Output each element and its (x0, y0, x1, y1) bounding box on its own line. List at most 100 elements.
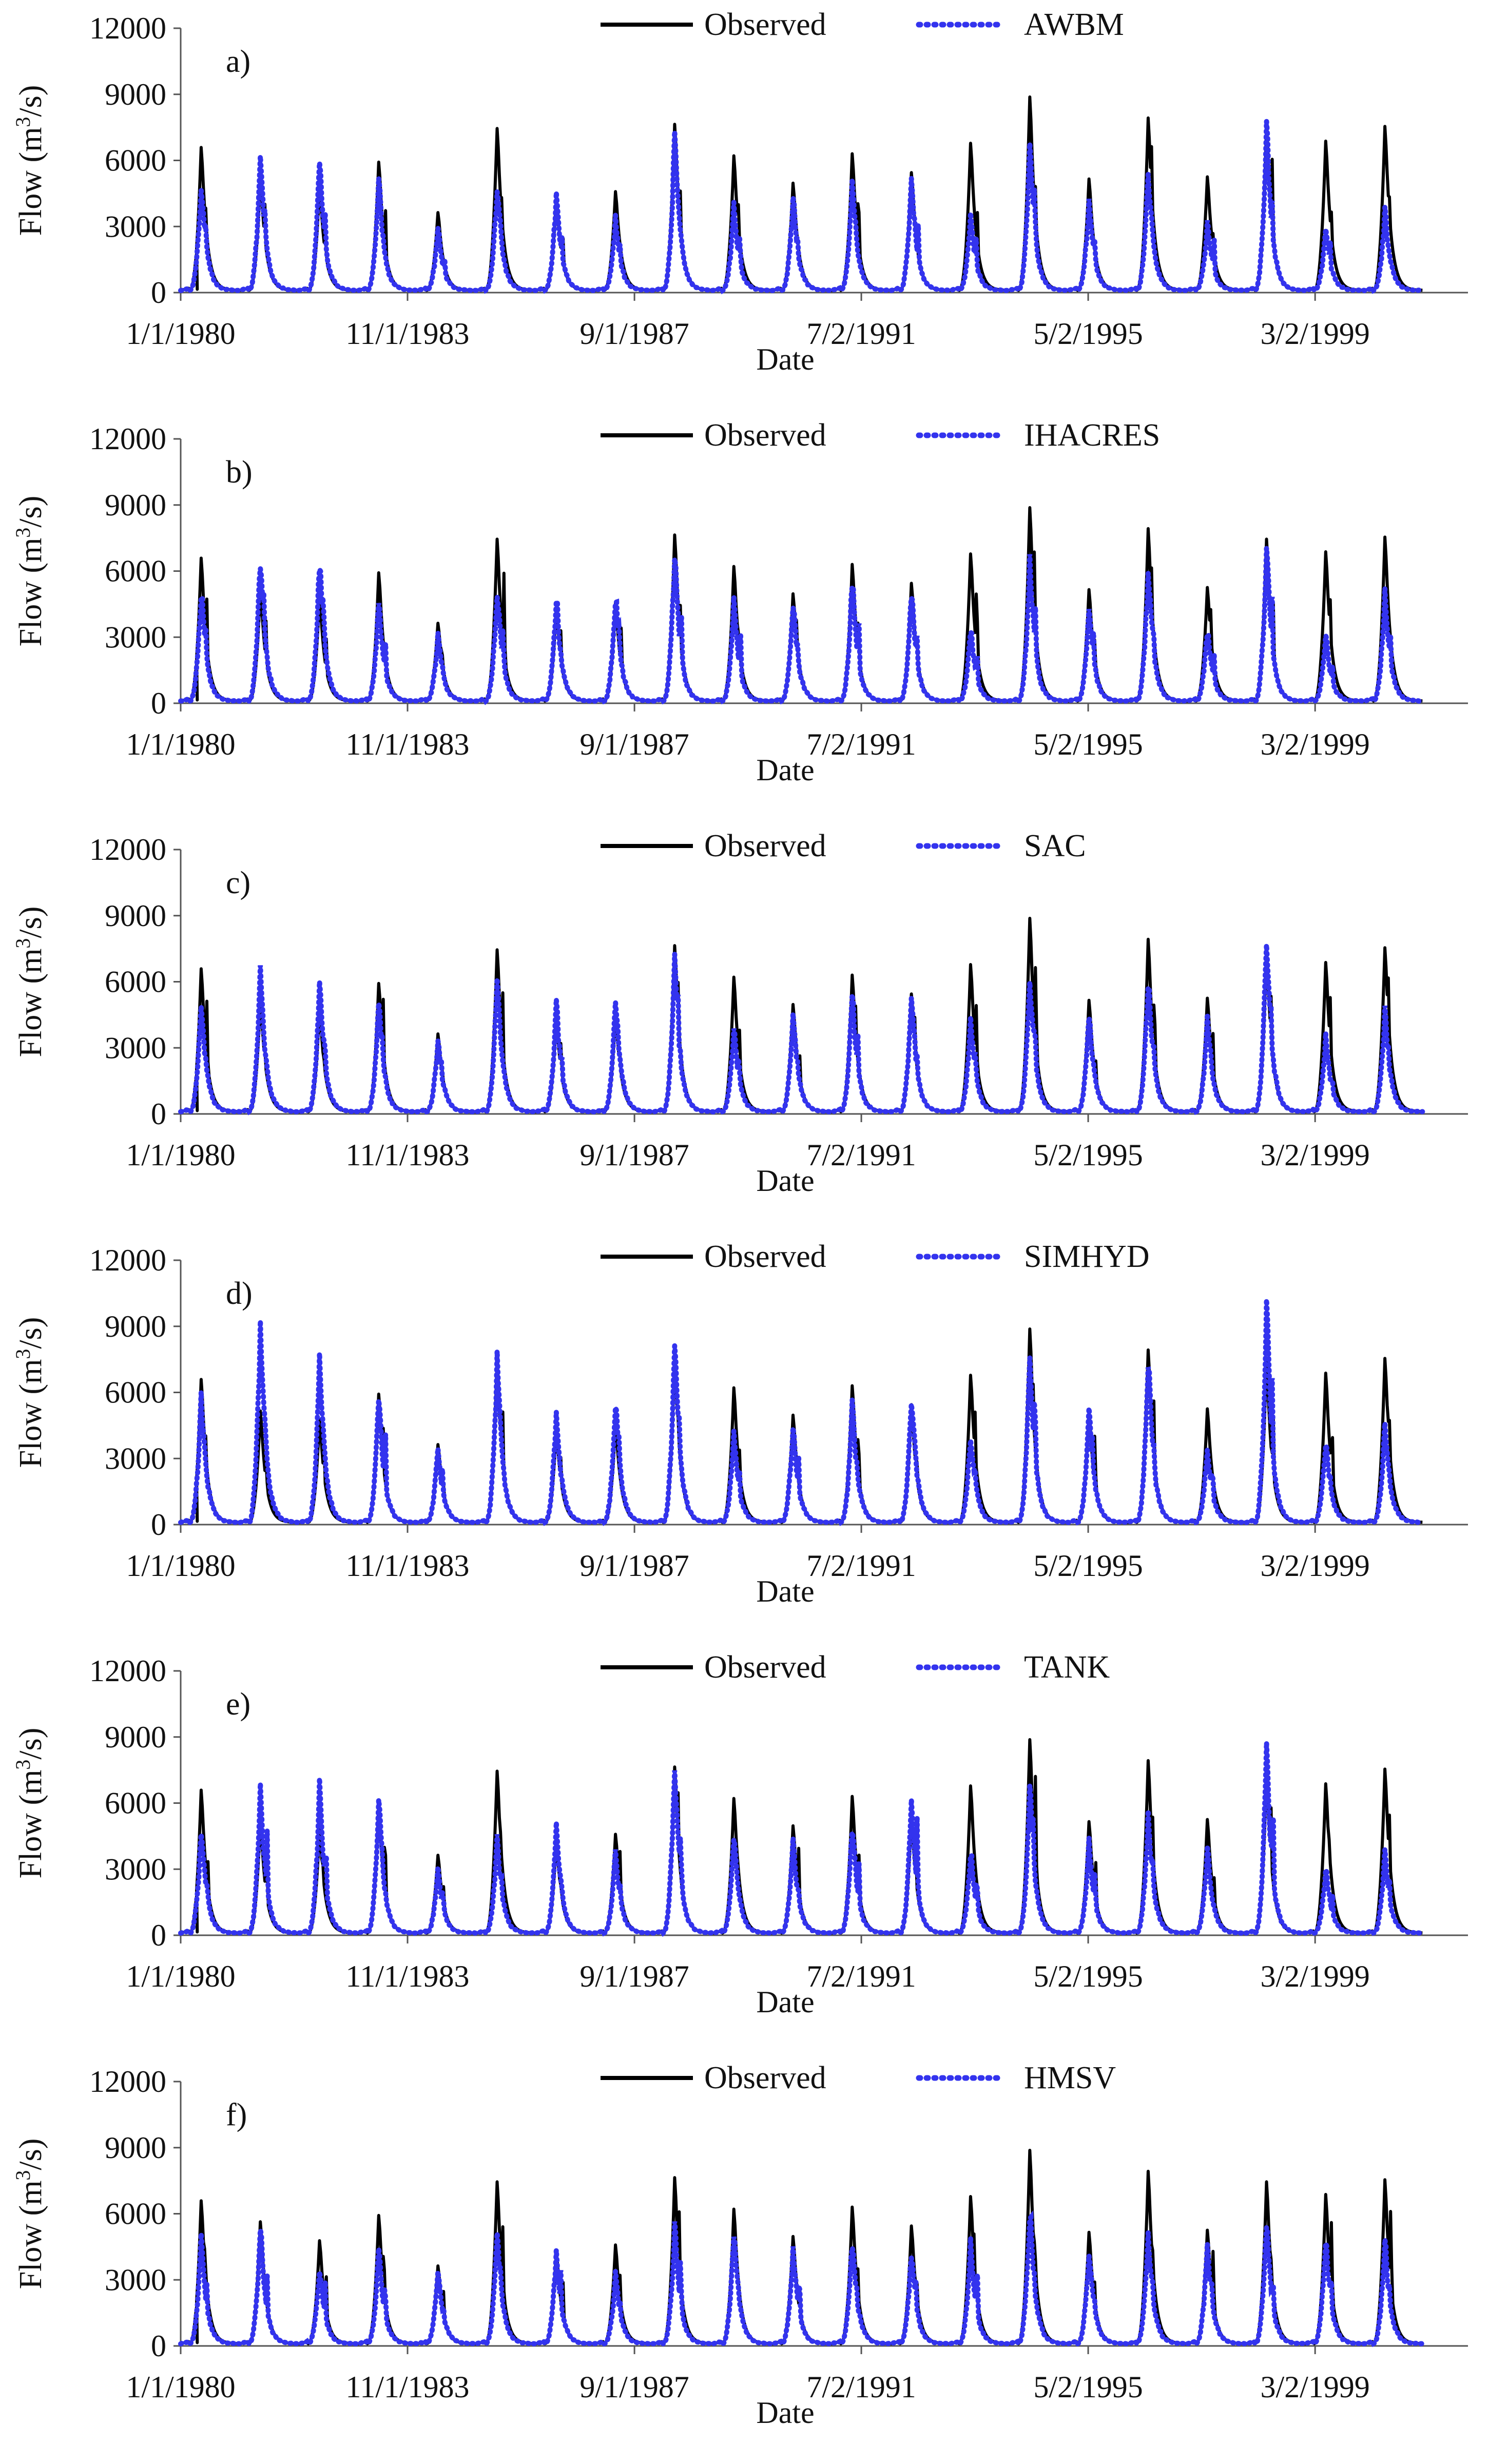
legend-observed-label: Observed (704, 7, 826, 42)
series-sac-line (178, 945, 1425, 1116)
x-axis-title: Date (756, 342, 814, 376)
panel-label: d) (226, 1276, 253, 1311)
x-tick-label: 1/1/1980 (126, 727, 235, 761)
x-tick-label: 7/2/1991 (806, 1959, 916, 1993)
x-tick-label: 11/1/1983 (345, 317, 469, 351)
legend-observed-label: Observed (704, 2061, 826, 2095)
x-tick-label: 9/1/1987 (579, 1138, 689, 1172)
series-tank-line (178, 1742, 1425, 1937)
x-tick-label: 1/1/1980 (126, 317, 235, 351)
x-tick-label: 9/1/1987 (579, 727, 689, 761)
x-tick-label: 7/2/1991 (806, 2370, 916, 2404)
y-tick-label: 0 (151, 276, 166, 310)
series-awbm-line (178, 121, 1425, 295)
x-tick-label: 7/2/1991 (806, 1138, 916, 1172)
x-tick-label: 3/2/1999 (1260, 727, 1369, 761)
y-tick-label: 9000 (105, 78, 166, 111)
y-tick-label: 9000 (105, 2131, 166, 2165)
chart-svg-simhyd: 0 3000 6000 9000 12000 1/1/1980 11/1/1983 9/1/1… (11, 1239, 1468, 1608)
y-tick-label: 3000 (105, 620, 166, 654)
x-tick-label: 3/2/1999 (1260, 1138, 1369, 1172)
x-tick-label: 7/2/1991 (806, 317, 916, 351)
chart-panel-simhyd: 0 3000 6000 9000 12000 1/1/1980 11/1/1983 9/1/1… (0, 1232, 1488, 1643)
y-tick-label: 12000 (89, 422, 166, 456)
x-axis-title: Date (756, 753, 814, 787)
y-tick-label: 12000 (89, 2065, 166, 2099)
x-tick-label: 5/2/1995 (1033, 317, 1143, 351)
x-tick-label: 1/1/1980 (126, 1138, 235, 1172)
legend-model-label: SIMHYD (1024, 1239, 1150, 1274)
x-tick-label: 11/1/1983 (345, 2370, 469, 2404)
y-tick-label: 0 (151, 686, 166, 720)
chart-panel-awbm: 0 3000 6000 9000 12000 1/1/1980 11/1/1983 9/1/1… (0, 0, 1488, 411)
x-tick-label: 11/1/1983 (345, 1138, 469, 1172)
y-tick-label: 9000 (105, 488, 166, 522)
x-tick-label: 7/2/1991 (806, 1549, 916, 1583)
legend-model-label: AWBM (1024, 7, 1124, 42)
x-tick-label: 5/2/1995 (1033, 727, 1143, 761)
x-tick-label: 9/1/1987 (579, 1959, 689, 1993)
chart-svg-hmsv: 0 3000 6000 9000 12000 1/1/1980 11/1/1983 9/1/1… (11, 2061, 1468, 2430)
y-axis-title: Flow (m3/s) (11, 1728, 48, 1879)
series-hmsv-line (178, 2210, 1425, 2348)
y-axis-title: Flow (m3/s) (11, 2139, 48, 2289)
x-tick-label: 3/2/1999 (1260, 1959, 1369, 1993)
y-tick-label: 12000 (89, 833, 166, 867)
y-tick-label: 0 (151, 1508, 166, 1542)
x-tick-label: 5/2/1995 (1033, 1959, 1143, 1993)
x-tick-label: 5/2/1995 (1033, 2370, 1143, 2404)
legend-observed-label: Observed (704, 418, 826, 453)
x-axis-title: Date (756, 2396, 814, 2430)
y-tick-label: 0 (151, 1918, 166, 1952)
x-tick-label: 1/1/1980 (126, 1549, 235, 1583)
legend-model-label: HMSV (1024, 2061, 1116, 2095)
legend-observed-label: Observed (704, 1239, 826, 1274)
y-tick-label: 6000 (105, 144, 166, 178)
chart-panel-tank: 0 3000 6000 9000 12000 1/1/1980 11/1/1983 9/1/1… (0, 1643, 1488, 2053)
x-tick-label: 3/2/1999 (1260, 1549, 1369, 1583)
panel-label: a) (226, 44, 250, 79)
x-tick-label: 11/1/1983 (345, 1959, 469, 1993)
y-tick-label: 12000 (89, 1243, 166, 1277)
series-ihacres-line (178, 547, 1425, 706)
y-axis-title: Flow (m3/s) (11, 907, 48, 1057)
x-tick-label: 1/1/1980 (126, 1959, 235, 1993)
y-axis-title: Flow (m3/s) (11, 1317, 48, 1468)
y-tick-label: 12000 (89, 1654, 166, 1688)
y-tick-label: 12000 (89, 11, 166, 45)
y-tick-label: 3000 (105, 1441, 166, 1475)
y-tick-label: 3000 (105, 1031, 166, 1065)
legend-observed-label: Observed (704, 1650, 826, 1685)
x-tick-label: 5/2/1995 (1033, 1138, 1143, 1172)
y-tick-label: 6000 (105, 1376, 166, 1410)
y-tick-label: 9000 (105, 1310, 166, 1343)
y-tick-label: 6000 (105, 965, 166, 999)
x-axis-title: Date (756, 1164, 814, 1198)
chart-svg-awbm: 0 3000 6000 9000 12000 1/1/1980 11/1/1983 9/1/1… (11, 7, 1468, 376)
x-tick-label: 1/1/1980 (126, 2370, 235, 2404)
y-axis-title: Flow (m3/s) (11, 85, 48, 236)
y-tick-label: 0 (151, 2329, 166, 2363)
series-simhyd-line (178, 1299, 1425, 1528)
y-tick-label: 9000 (105, 1720, 166, 1754)
y-tick-label: 6000 (105, 2197, 166, 2231)
chart-panel-sac: 0 3000 6000 9000 12000 1/1/1980 11/1/1983 9/1/1… (0, 821, 1488, 1232)
y-tick-label: 6000 (105, 554, 166, 588)
x-tick-label: 5/2/1995 (1033, 1549, 1143, 1583)
panel-label: c) (226, 865, 250, 900)
y-tick-label: 3000 (105, 2263, 166, 2297)
x-tick-label: 9/1/1987 (579, 1549, 689, 1583)
panel-label: b) (226, 455, 253, 490)
x-axis-title: Date (756, 1574, 814, 1608)
y-tick-label: 6000 (105, 1786, 166, 1820)
x-tick-label: 11/1/1983 (345, 727, 469, 761)
legend-model-label: IHACRES (1024, 418, 1160, 453)
chart-panel-ihacres: 0 3000 6000 9000 12000 1/1/1980 11/1/1983 9/1/1… (0, 411, 1488, 821)
y-tick-label: 0 (151, 1097, 166, 1131)
x-tick-label: 9/1/1987 (579, 317, 689, 351)
legend-model-label: TANK (1024, 1650, 1110, 1685)
legend-model-label: SAC (1024, 829, 1086, 863)
x-tick-label: 7/2/1991 (806, 727, 916, 761)
x-axis-title: Date (756, 1985, 814, 2019)
panel-label: e) (226, 1687, 250, 1722)
